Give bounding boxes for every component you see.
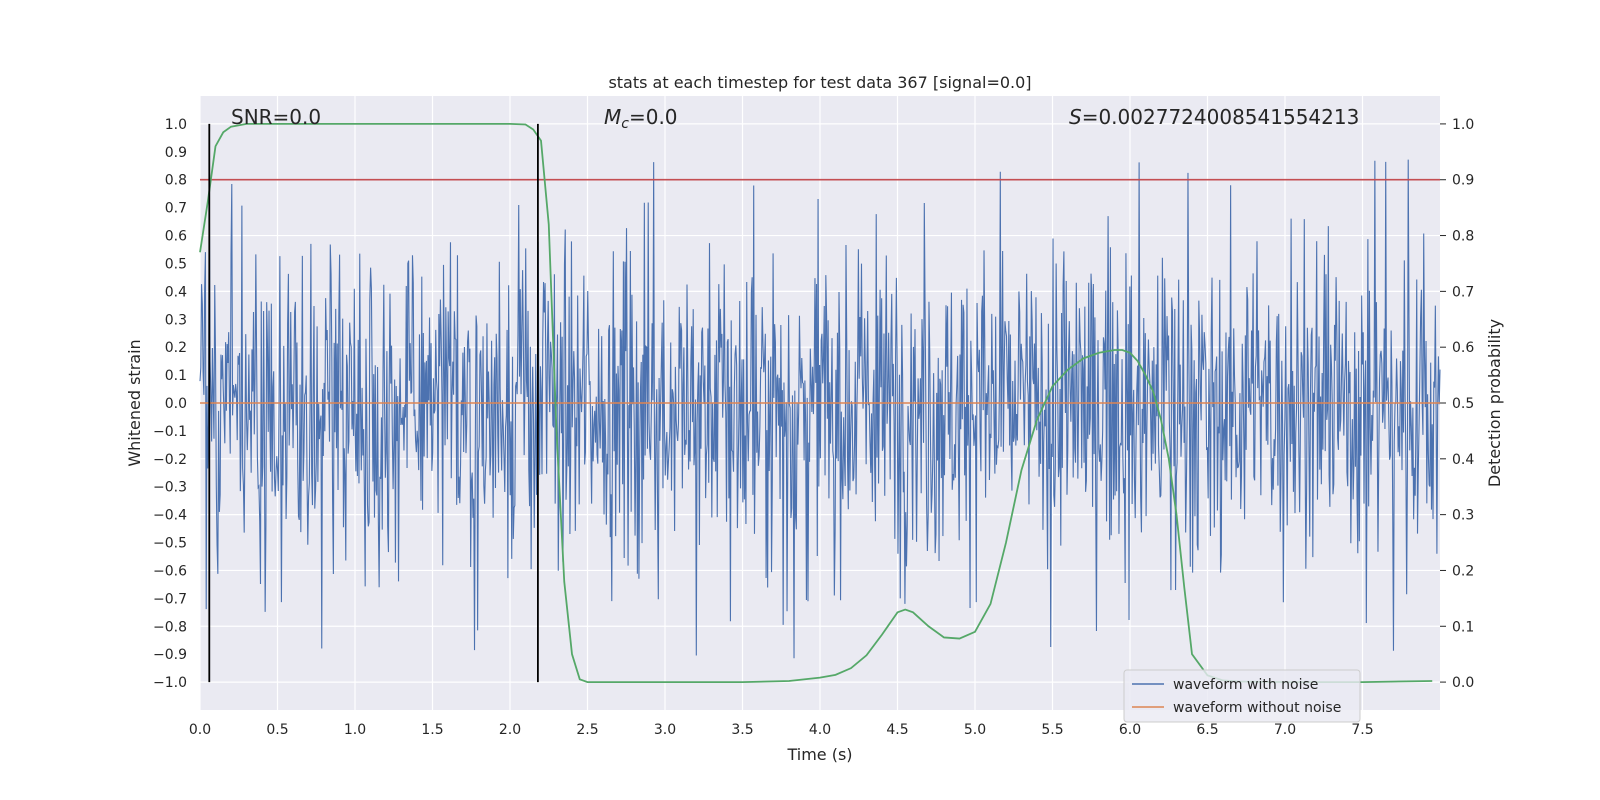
legend: waveform with noise waveform without noi… [1123,669,1361,723]
y2-tick-label: 0.0 [1452,675,1474,691]
y-tick-label: 0.3 [165,312,187,328]
y2-tick-label: 0.9 [1452,173,1474,189]
y2-tick-label: 0.8 [1452,229,1474,245]
y-tick-label: −0.7 [153,591,187,607]
y-tick-label: 0.5 [165,256,187,272]
legend-box [1123,669,1361,723]
mc-symbol: M [604,105,621,129]
x-axis-ticks: 0.0 0.5 1.0 1.5 2.0 2.5 3.0 3.5 4.0 4.5 5.0 5.5 6.0 6… [189,722,1374,738]
y2-tick-label: 0.3 [1452,508,1474,524]
chart-title: stats at each timestep for test data 367… [608,73,1031,92]
mc-annotation: Mc=0.0 [604,105,678,132]
snr-annotation: SNR=0.0 [231,105,321,129]
y-tick-label: 0.0 [165,396,187,412]
y-axis-label: Whitened strain [125,339,144,466]
y2-tick-label: 0.2 [1452,563,1474,579]
y2-tick-label: 0.4 [1452,452,1474,468]
noise-line [199,159,1441,659]
mc-value: =0.0 [629,105,678,129]
noise-series [199,159,1441,659]
y2-axis-label: Detection probability [1485,319,1504,487]
y-tick-label: −0.9 [153,647,187,663]
y-tick-label: 0.8 [165,173,187,189]
x-tick-label: 5.0 [964,722,986,738]
probability-series [199,123,1440,683]
probability-line [199,123,1433,683]
y-tick-label: −1.0 [153,675,187,691]
y-tick-label: 0.4 [165,284,187,300]
x-tick-label: 4.0 [809,722,831,738]
y-tick-label: 0.7 [165,201,187,217]
y2-tick-label: 0.5 [1452,396,1474,412]
y-tick-label: 0.2 [165,340,187,356]
x-tick-label: 0.5 [266,722,288,738]
y2-tick-label: 0.1 [1452,619,1474,635]
s-annotation: S=0.0027724008541554213 [1069,105,1359,129]
x-tick-label: 5.5 [1041,722,1063,738]
y2-tick-label: 1.0 [1452,117,1474,133]
x-tick-label: 7.0 [1274,722,1296,738]
legend-label-clean: waveform without noise [1173,700,1341,716]
y-tick-label: −0.2 [153,452,187,468]
y-tick-label: −0.1 [153,424,187,440]
y-tick-label: −0.6 [153,563,187,579]
x-tick-label: 6.5 [1196,722,1218,738]
y2-tick-label: 0.7 [1452,284,1474,300]
legend-label-noise: waveform with noise [1173,677,1318,693]
s-symbol: S [1069,105,1082,129]
x-tick-label: 4.5 [886,722,908,738]
y-tick-label: −0.5 [153,536,187,552]
x-tick-label: 2.0 [499,722,521,738]
x-tick-label: 2.5 [576,722,598,738]
y-tick-label: 0.9 [165,145,187,161]
x-axis-label: Time (s) [786,745,852,764]
y2-tick-label: 0.6 [1452,340,1474,356]
mc-subscript: c [621,116,629,132]
right-axis-ticks: 1.0 0.9 0.8 0.7 0.6 0.5 0.4 0.3 0.2 0.1 0.0 [1440,117,1474,691]
x-tick-label: 0.0 [189,722,211,738]
y-tick-label: 0.1 [165,368,187,384]
x-tick-label: 3.5 [731,722,753,738]
y-tick-label: −0.4 [153,508,187,524]
x-tick-label: 1.0 [344,722,366,738]
x-tick-label: 1.5 [421,722,443,738]
y-tick-label: −0.8 [153,619,187,635]
y-tick-label: 0.6 [165,229,187,245]
y-tick-label: 1.0 [165,117,187,133]
x-tick-label: 6.0 [1119,722,1141,738]
s-value: =0.0027724008541554213 [1082,105,1360,129]
y-tick-label: −0.3 [153,480,187,496]
x-tick-label: 7.5 [1351,722,1373,738]
x-tick-label: 3.0 [654,722,676,738]
vertical-lines [208,123,539,683]
left-axis-ticks: 1.0 0.9 0.8 0.7 0.6 0.5 0.4 0.3 0.2 0.1 0.0 −0.1 −0.… [153,117,187,691]
